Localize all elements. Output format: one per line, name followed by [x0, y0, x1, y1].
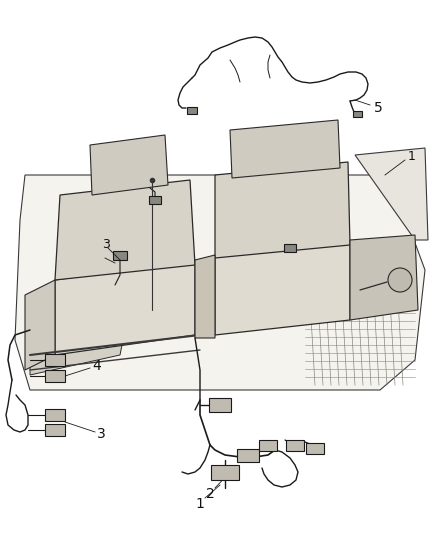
Bar: [45, 370, 65, 382]
Bar: [237, 448, 259, 462]
Text: 1: 1: [195, 497, 205, 511]
Polygon shape: [215, 162, 350, 258]
Bar: [45, 354, 65, 366]
Text: 3: 3: [97, 427, 106, 441]
Polygon shape: [25, 280, 55, 370]
Bar: [45, 424, 65, 436]
Bar: [113, 251, 127, 260]
Bar: [149, 196, 161, 204]
Polygon shape: [30, 295, 130, 375]
Polygon shape: [355, 148, 428, 240]
Polygon shape: [55, 180, 195, 280]
Circle shape: [388, 268, 412, 292]
Polygon shape: [215, 240, 350, 335]
Polygon shape: [15, 175, 425, 390]
Polygon shape: [195, 255, 215, 338]
Text: 5: 5: [374, 101, 383, 115]
Bar: [286, 440, 304, 450]
Bar: [259, 440, 277, 450]
Polygon shape: [230, 120, 340, 178]
Bar: [353, 111, 361, 117]
Bar: [209, 398, 231, 412]
Polygon shape: [90, 135, 168, 195]
Bar: [211, 464, 239, 480]
Bar: [187, 107, 197, 114]
Text: 4: 4: [92, 359, 101, 373]
Bar: [45, 409, 65, 421]
Bar: [306, 442, 324, 454]
Text: 2: 2: [205, 487, 214, 501]
Text: 3: 3: [102, 238, 110, 252]
Polygon shape: [55, 260, 195, 355]
Polygon shape: [350, 235, 418, 320]
Bar: [284, 244, 296, 252]
Text: 1: 1: [408, 150, 416, 164]
